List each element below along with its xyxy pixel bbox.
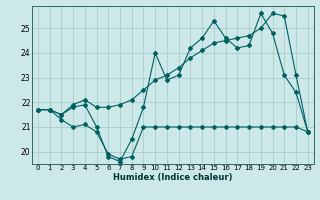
X-axis label: Humidex (Indice chaleur): Humidex (Indice chaleur) xyxy=(113,173,233,182)
